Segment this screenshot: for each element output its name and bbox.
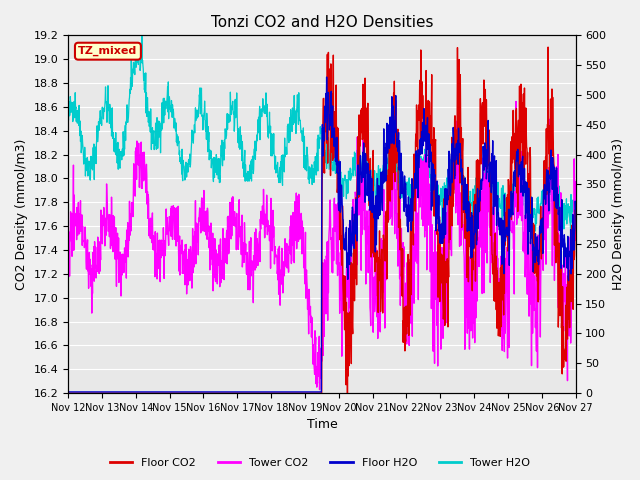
Title: Tonzi CO2 and H2O Densities: Tonzi CO2 and H2O Densities	[211, 15, 433, 30]
Y-axis label: H2O Density (mmol/m3): H2O Density (mmol/m3)	[612, 138, 625, 290]
X-axis label: Time: Time	[307, 419, 337, 432]
Text: TZ_mixed: TZ_mixed	[78, 46, 138, 56]
Legend: Floor CO2, Tower CO2, Floor H2O, Tower H2O: Floor CO2, Tower CO2, Floor H2O, Tower H…	[105, 453, 535, 472]
Y-axis label: CO2 Density (mmol/m3): CO2 Density (mmol/m3)	[15, 139, 28, 290]
